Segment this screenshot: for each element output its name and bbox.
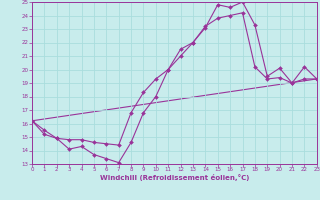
- X-axis label: Windchill (Refroidissement éolien,°C): Windchill (Refroidissement éolien,°C): [100, 174, 249, 181]
